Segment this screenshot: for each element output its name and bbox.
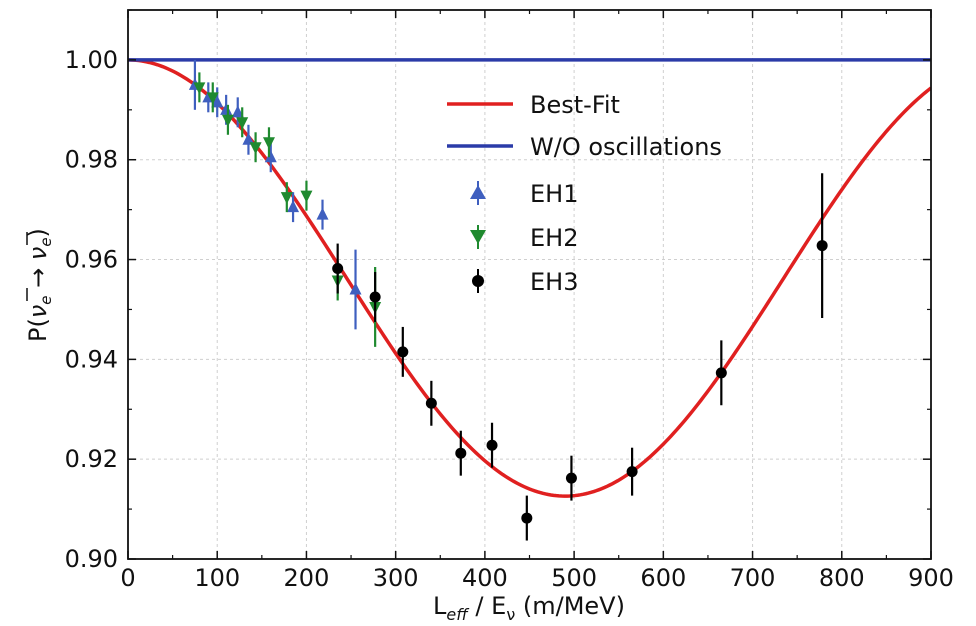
plot-area <box>128 58 931 541</box>
x-tick-label: 300 <box>373 564 419 592</box>
data-point-eh2 <box>280 182 293 213</box>
marker <box>206 92 219 105</box>
plot-background <box>128 10 931 559</box>
legend-label-eh3: EH3 <box>530 268 578 296</box>
y-tick-label: 0.96 <box>65 246 118 274</box>
marker <box>397 346 409 358</box>
marker <box>332 263 344 275</box>
data-point-eh3 <box>425 380 437 426</box>
data-point-eh2 <box>206 82 219 113</box>
marker <box>316 207 329 220</box>
x-tick-label: 200 <box>284 564 330 592</box>
marker <box>349 282 362 295</box>
y-tick-label: 0.94 <box>65 345 118 373</box>
marker <box>236 117 249 130</box>
data-point-eh3 <box>715 340 727 406</box>
marker <box>287 200 300 213</box>
data-point-eh2 <box>193 72 206 103</box>
marker <box>486 439 498 451</box>
svg-text:P(νe → νe): P(νe → νe) <box>24 228 55 342</box>
data-point-eh3 <box>455 430 467 476</box>
marker <box>280 192 293 205</box>
data-point-eh3 <box>486 422 498 468</box>
series-eh3 <box>332 173 828 541</box>
x-tick-label: 100 <box>194 564 240 592</box>
marker <box>626 466 638 478</box>
data-point-eh3 <box>565 455 577 501</box>
marker <box>242 132 255 145</box>
data-point-eh3 <box>521 495 533 541</box>
x-tick-label: 800 <box>819 564 865 592</box>
marker <box>220 102 233 115</box>
data-point-eh3 <box>369 272 381 322</box>
data-point-eh3 <box>816 173 828 318</box>
legend-marker-eh1 <box>470 181 486 205</box>
data-point-eh2 <box>262 127 275 158</box>
marker <box>300 190 313 203</box>
marker <box>231 105 244 118</box>
marker <box>425 397 437 409</box>
best-fit-line <box>128 58 931 498</box>
marker <box>262 137 275 150</box>
data-point-eh1 <box>316 199 329 230</box>
data-point-eh3 <box>626 447 638 496</box>
marker <box>221 114 234 127</box>
data-point-eh1 <box>231 97 244 128</box>
x-tick-label: 0 <box>120 564 135 592</box>
marker <box>521 512 533 524</box>
ticks: 0 100 200 300 400 500 600 700 800 900 0.90 0.92 0.94… <box>65 9 954 592</box>
marker <box>455 447 467 459</box>
legend-label-no-oscillations: W/O oscillations <box>530 133 722 161</box>
data-point-eh1 <box>242 124 255 155</box>
y-tick-label: 0.98 <box>65 146 118 174</box>
data-point-eh3 <box>397 326 409 377</box>
legend-label-eh1: EH1 <box>530 180 578 208</box>
marker <box>816 240 828 252</box>
data-points <box>188 59 828 541</box>
marker <box>193 82 206 95</box>
marker <box>211 95 224 108</box>
x-tick-label: 500 <box>551 564 597 592</box>
legend-marker-eh3 <box>472 269 484 293</box>
marker <box>369 291 381 303</box>
y-tick-label: 0.92 <box>65 445 118 473</box>
data-point-eh2 <box>300 180 313 211</box>
marker <box>264 150 277 163</box>
legend-label-best-fit: Best-Fit <box>530 91 620 119</box>
data-point-eh2 <box>221 104 234 135</box>
marker <box>715 367 727 379</box>
legend: Best-Fit W/O oscillations EH1 EH2 EH3 <box>447 91 722 296</box>
data-point-eh2 <box>236 107 249 138</box>
y-axis-label: P(νe → νe) <box>24 228 55 342</box>
y-tick-label: 0.90 <box>65 545 118 573</box>
marker <box>565 472 577 484</box>
x-axis-label: Leff / Eν (m/MeV) <box>433 592 625 624</box>
data-point-eh3 <box>332 243 344 294</box>
data-point-eh2 <box>249 132 262 163</box>
x-tick-label: 900 <box>908 564 954 592</box>
y-tick-label: 1.00 <box>65 46 118 74</box>
legend-marker-eh2 <box>470 225 486 249</box>
x-tick-label: 600 <box>640 564 686 592</box>
x-tick-label: 400 <box>462 564 508 592</box>
data-point-eh1 <box>349 249 362 330</box>
marker <box>249 142 262 155</box>
data-point-eh1 <box>264 142 277 173</box>
legend-label-eh2: EH2 <box>530 224 578 252</box>
x-tick-label: 700 <box>730 564 776 592</box>
data-point-eh1 <box>287 192 300 223</box>
